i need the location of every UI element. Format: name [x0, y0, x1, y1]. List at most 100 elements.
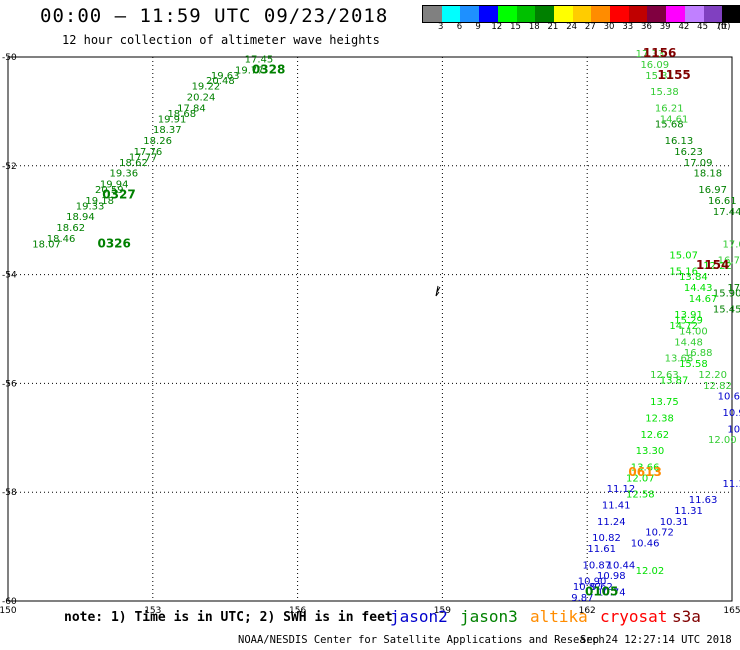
- footer-credit: NOAA/NESDIS Center for Satellite Applica…: [238, 634, 605, 646]
- wave-height-value: 19.63: [211, 71, 240, 82]
- legend-swatch: [647, 6, 667, 22]
- legend-unit: (ft): [717, 22, 731, 32]
- wave-height-value: 14.00: [679, 326, 708, 337]
- y-tick-label: -60: [2, 597, 17, 607]
- wave-height-value: 18.46: [47, 234, 76, 245]
- wave-height-value: 18.07: [32, 239, 61, 250]
- legend-swatch: [703, 6, 723, 22]
- track-time-label: 0328: [252, 62, 285, 76]
- wave-height-value: 16.09: [640, 60, 669, 71]
- legend-swatch: [516, 6, 536, 22]
- x-tick-label: 165: [723, 606, 740, 616]
- wave-height-value: 13.87: [660, 375, 689, 386]
- y-tick-label: -52: [2, 162, 17, 172]
- x-tick-label: 159: [434, 606, 451, 616]
- wave-height-value: 19.18: [85, 196, 114, 207]
- wave-height-value: 18.68: [167, 109, 196, 120]
- chart-subtitle: 12 hour collection of altimeter wave hei…: [62, 33, 380, 47]
- wave-height-value: 16.23: [674, 147, 703, 158]
- wave-height-value: 16.21: [655, 103, 684, 114]
- wave-height-value: 12.38: [645, 413, 674, 424]
- color-legend: [422, 5, 740, 23]
- legend-bin-label: 42: [678, 22, 690, 32]
- wave-height-value: 17.03: [723, 239, 740, 250]
- wave-height-value: 13.84: [679, 272, 708, 283]
- track-time-label: 0327: [102, 187, 135, 201]
- legend-bin-label: 33: [622, 22, 634, 32]
- track-time-label: 1155: [657, 68, 690, 82]
- legend-swatch: [610, 6, 629, 22]
- wave-height-value: 10.98: [597, 571, 626, 582]
- wave-height-value: 19.22: [192, 82, 221, 93]
- wave-height-value: 20.48: [206, 76, 235, 87]
- y-tick-label: -50: [2, 53, 17, 63]
- satellite-label: jason3: [460, 607, 518, 626]
- wave-height-value: 18.62: [56, 223, 85, 234]
- wave-height-value: 11.31: [674, 506, 703, 517]
- wave-height-value: 12.22: [703, 261, 732, 272]
- wave-height-value: 18.18: [694, 169, 723, 180]
- legend-swatch: [553, 6, 573, 22]
- legend-bin-label: 21: [547, 22, 559, 32]
- legend-bin-label: 36: [641, 22, 652, 32]
- wave-height-value: 13.91: [674, 310, 703, 321]
- legend-swatch: [572, 6, 592, 22]
- wave-height-value: 15.31: [645, 71, 674, 82]
- wave-height-value: 12.00: [708, 435, 737, 446]
- track-time-label: 1154: [696, 258, 729, 272]
- wave-height-value: 18.94: [66, 212, 95, 223]
- wave-height-value: 15.16: [669, 267, 698, 278]
- wave-height-value: 10.31: [660, 517, 689, 528]
- wave-height-value: 18.62: [119, 158, 148, 169]
- wave-height-value: 11.24: [597, 517, 626, 528]
- wave-height-value: 17.84: [177, 103, 206, 114]
- wave-height-value: 15.90: [713, 288, 740, 299]
- y-tick-label: -58: [2, 488, 17, 498]
- legend-bin-label: 12: [491, 22, 503, 32]
- legend-swatch: [628, 6, 648, 22]
- legend-bin-label: 70: [715, 22, 727, 32]
- wave-height-value: 17.45: [245, 54, 274, 65]
- wave-height-value: 9.87: [571, 593, 593, 604]
- legend-bin-label: 18: [528, 22, 540, 32]
- wave-height-value: 12.02: [636, 566, 665, 577]
- plot-frame: [7, 56, 733, 602]
- color-legend-labels: 3 6 9 12 15 18 21 24 27 30 33 36 39 42 45 70 (ft): [422, 22, 740, 34]
- wave-height-value: 16.97: [698, 185, 727, 196]
- wave-height-value: 10.72: [645, 528, 674, 539]
- wave-height-value: 16.88: [684, 348, 713, 359]
- legend-swatch: [684, 6, 704, 22]
- wave-height-value: 11.41: [602, 501, 631, 512]
- wave-height-value: 14.61: [660, 114, 689, 125]
- x-tick-label: 150: [0, 606, 17, 616]
- legend-bin-label: 6: [456, 22, 463, 32]
- wave-height-value: 17.09: [684, 158, 713, 169]
- wave-height-value: 10.87: [573, 582, 602, 593]
- wave-height-value: 15.29: [674, 316, 703, 327]
- wave-height-value: 10.82: [592, 533, 621, 544]
- wave-height-value: 19.33: [76, 201, 105, 212]
- wave-height-value: 18.26: [143, 136, 172, 147]
- wave-height-value: 11.12: [607, 484, 636, 495]
- legend-bin-label: 24: [566, 22, 578, 32]
- wave-height-value: 11.14: [723, 479, 740, 490]
- wave-height-value: 19.94: [100, 180, 129, 191]
- legend-swatch: [535, 6, 554, 22]
- wave-height-value: 17.77: [129, 152, 158, 163]
- wave-height-value: 14.67: [689, 294, 718, 305]
- wave-height-value: 19.91: [158, 114, 187, 125]
- satellite-label: cryosat: [600, 607, 668, 626]
- wave-height-value: 17.76: [134, 147, 163, 158]
- wave-height-value: 13.30: [636, 446, 665, 457]
- wave-height-value: 18.37: [153, 125, 182, 136]
- legend-bin-label: 45: [697, 22, 708, 32]
- x-tick-label: 153: [144, 606, 161, 616]
- satellite-label: altika: [530, 607, 588, 626]
- wave-height-value: 20.59: [95, 185, 124, 196]
- y-tick-label: -56: [2, 379, 17, 389]
- wave-height-value: 12.82: [703, 381, 732, 392]
- wave-height-value: 16.61: [708, 196, 737, 207]
- legend-swatch: [497, 6, 517, 22]
- wave-height-value: 11.63: [689, 495, 718, 506]
- chart-title: 00:00 — 11:59 UTC 09/23/2018: [40, 5, 389, 27]
